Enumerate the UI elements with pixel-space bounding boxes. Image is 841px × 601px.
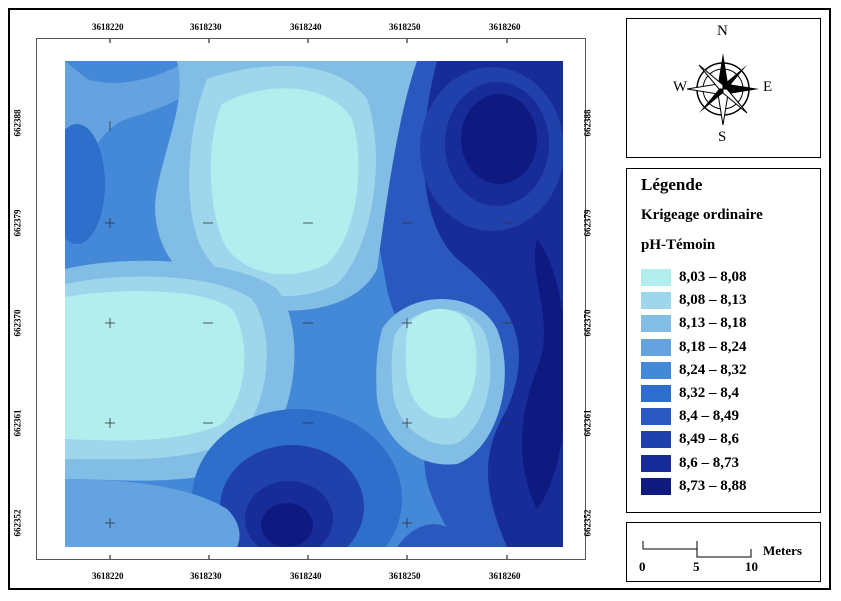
legend-swatch bbox=[641, 454, 671, 472]
legend-title: Légende bbox=[641, 175, 703, 194]
y-tick-left: 662352 bbox=[12, 509, 23, 537]
legend-label: 8,13 – 8,18 bbox=[679, 315, 747, 332]
y-tick-right: 662388 bbox=[582, 109, 593, 137]
legend-swatch bbox=[641, 315, 671, 333]
x-tick-bottom: 3618260 bbox=[489, 571, 521, 581]
legend-label: 8,03 – 8,08 bbox=[679, 269, 747, 285]
legend-label: 8,18 – 8,24 bbox=[679, 338, 747, 355]
legend-swatch bbox=[641, 385, 671, 402]
legend-entry: 8,32 – 8,4 bbox=[641, 384, 739, 403]
x-tick-top: 3618250 bbox=[389, 22, 421, 32]
y-tick-right: 662361 bbox=[582, 409, 593, 437]
y-tick-right: 662370 bbox=[582, 309, 593, 337]
scale-unit: Meters bbox=[763, 543, 802, 558]
contour-ne-blob-core bbox=[461, 94, 537, 184]
compass-west: W bbox=[673, 79, 688, 95]
legend-swatch bbox=[641, 361, 671, 379]
legend-entry: 8,03 – 8,08 bbox=[641, 268, 747, 287]
legend-entry: 8,73 – 8,88 bbox=[641, 477, 747, 496]
scale-bar-box: 0 5 10 Meters bbox=[626, 522, 821, 582]
contour-south-blob-core bbox=[261, 503, 313, 547]
contour-sw-zone bbox=[65, 479, 240, 547]
legend-method: Krigeage ordinaire bbox=[641, 207, 763, 223]
scale-label-10: 10 bbox=[745, 559, 758, 574]
x-tick-top: 3618230 bbox=[190, 22, 222, 32]
legend-entry: 8,13 – 8,18 bbox=[641, 314, 747, 333]
x-tick-top: 3618260 bbox=[489, 22, 521, 32]
x-tick-top: 3618240 bbox=[290, 22, 322, 32]
scale-bar bbox=[642, 541, 752, 558]
scale-label-0: 0 bbox=[639, 559, 646, 574]
legend-swatch bbox=[641, 408, 671, 426]
legend-entry: 8,49 – 8,6 bbox=[641, 430, 739, 449]
legend-entry: 8,4 – 8,49 bbox=[641, 407, 739, 426]
contour-east-pocket-core bbox=[405, 308, 477, 419]
legend-label: 8,32 – 8,4 bbox=[679, 385, 739, 401]
contour-nw-zone bbox=[65, 61, 217, 189]
legend-swatch bbox=[641, 477, 671, 495]
legend-swatch bbox=[641, 269, 671, 286]
legend-swatch bbox=[641, 338, 671, 356]
contour-zone-east-core bbox=[522, 239, 563, 509]
legend-label: 8,6 – 8,73 bbox=[679, 454, 739, 471]
contour-se-band bbox=[397, 524, 467, 547]
legend-label: 8,73 – 8,88 bbox=[679, 477, 747, 494]
legend-entry: 8,18 – 8,24 bbox=[641, 338, 747, 357]
x-tick-bottom: 3618240 bbox=[290, 571, 322, 581]
map-frame bbox=[36, 38, 586, 560]
y-tick-left: 662379 bbox=[12, 209, 23, 237]
contour-nw-blob bbox=[65, 124, 105, 244]
legend-label: 8,08 – 8,13 bbox=[679, 292, 747, 309]
contour-north-light-core bbox=[210, 88, 359, 275]
compass-rose-icon bbox=[686, 53, 759, 126]
compass-north: N bbox=[717, 23, 728, 39]
legend-label: 8,24 – 8,32 bbox=[679, 361, 747, 378]
legend-swatch bbox=[641, 292, 671, 310]
x-tick-top: 3618220 bbox=[92, 22, 124, 32]
legend-label: 8,4 – 8,49 bbox=[679, 408, 739, 425]
compass-east: E bbox=[763, 79, 773, 95]
legend-swatch bbox=[641, 431, 671, 449]
legend-variable: pH-Témoin bbox=[641, 237, 716, 253]
y-tick-left: 662388 bbox=[12, 109, 23, 137]
scale-label-5: 5 bbox=[693, 559, 700, 574]
y-tick-left: 662370 bbox=[12, 309, 23, 337]
x-tick-bottom: 3618230 bbox=[190, 571, 222, 581]
frame-ticks bbox=[109, 39, 508, 559]
x-tick-bottom: 3618220 bbox=[92, 571, 124, 581]
legend-entry: 8,6 – 8,73 bbox=[641, 454, 739, 473]
y-tick-right: 662379 bbox=[582, 209, 593, 237]
north-arrow-box: N S E W bbox=[626, 18, 821, 158]
compass-south: S bbox=[718, 129, 727, 145]
y-tick-left: 662361 bbox=[12, 409, 23, 437]
contour-nw-corner bbox=[65, 61, 187, 83]
kriging-map bbox=[65, 39, 563, 559]
y-tick-right: 662352 bbox=[582, 509, 593, 537]
sample-grid-marks bbox=[105, 121, 513, 528]
legend-entry: 8,08 – 8,13 bbox=[641, 291, 747, 310]
contour-west-light-core bbox=[65, 291, 245, 441]
map-layout-frame bbox=[8, 8, 831, 590]
legend-box: Légende Krigeage ordinaire pH-Témoin 8,0… bbox=[626, 168, 821, 513]
x-tick-bottom: 3618250 bbox=[389, 571, 421, 581]
legend-entry: 8,24 – 8,32 bbox=[641, 361, 747, 380]
legend-label: 8,49 – 8,6 bbox=[679, 431, 739, 448]
